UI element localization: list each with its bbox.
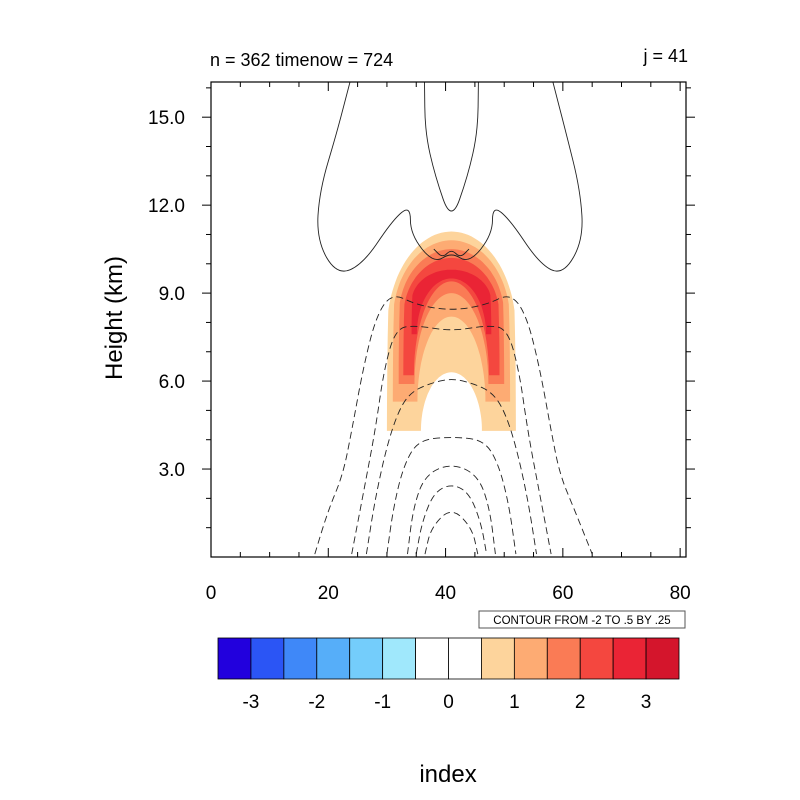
solid-contour-3 [433, 248, 470, 257]
y-tick-label: 15.0 [148, 108, 185, 129]
x-tick-label: 80 [670, 583, 691, 604]
y-axis-label: Height (km) [101, 256, 128, 380]
axes: 0 20 40 60 80 3.0 6.0 9.0 12.0 15.0 [148, 82, 695, 604]
x-tick-label: 40 [435, 583, 456, 604]
dashed-contour-2 [351, 325, 552, 555]
dashed-contour-5 [407, 465, 496, 555]
solid-contour-1 [317, 82, 583, 272]
plot-frame [210, 81, 687, 558]
plot-title-right: j = 41 [642, 46, 688, 66]
dashed-contour-1 [314, 296, 593, 555]
contour-lines [314, 82, 593, 555]
x-tick-label: 0 [206, 583, 217, 604]
colorbar-box [316, 637, 351, 680]
colorbar-box [217, 637, 252, 680]
dashed-contour-4 [386, 437, 517, 555]
colorbar-tick-label: -1 [374, 692, 391, 713]
x-tick-label: 20 [318, 583, 339, 604]
colorbar-box [546, 637, 581, 680]
shaded-field [386, 231, 516, 431]
colorbar-title: index [419, 761, 476, 788]
colorbar-box [481, 637, 515, 680]
contour-info-text: CONTOUR FROM -2 TO .5 BY .25 [493, 615, 670, 627]
y-tick-label: 3.0 [159, 460, 185, 481]
x-tick-label: 60 [552, 583, 573, 604]
colorbar-tick-label: 3 [641, 692, 652, 713]
colorbar-box [283, 637, 318, 680]
colorbar-box [250, 637, 285, 680]
colorbar-box [645, 637, 680, 680]
colorbar-box [349, 637, 384, 680]
colorbar: -3 -2 -1 0 1 2 3 [217, 637, 680, 713]
plot-title-left: n = 362 timenow = 724 [210, 50, 393, 70]
colorbar-box [513, 637, 548, 680]
colorbar-tick-label: -3 [242, 692, 259, 713]
colorbar-box [448, 637, 482, 680]
colorbar-tick-label: 1 [509, 692, 520, 713]
colorbar-box [579, 637, 614, 680]
colorbar-tick-label: 0 [443, 692, 454, 713]
colorbar-tick-label: 2 [575, 692, 586, 713]
y-tick-label: 9.0 [159, 284, 185, 305]
y-tick-label: 6.0 [159, 372, 185, 393]
colorbar-box [612, 637, 647, 680]
contour-info-box: CONTOUR FROM -2 TO .5 BY .25 [478, 610, 686, 629]
solid-contour-2 [424, 82, 479, 212]
colorbar-box [382, 637, 416, 680]
colorbar-tick-label: -2 [308, 692, 325, 713]
y-tick-label: 12.0 [148, 196, 185, 217]
colorbar-box [415, 637, 449, 680]
dashed-contour-6 [415, 485, 488, 555]
dashed-contour-3 [365, 379, 537, 555]
shaded-level-5 [411, 269, 492, 335]
